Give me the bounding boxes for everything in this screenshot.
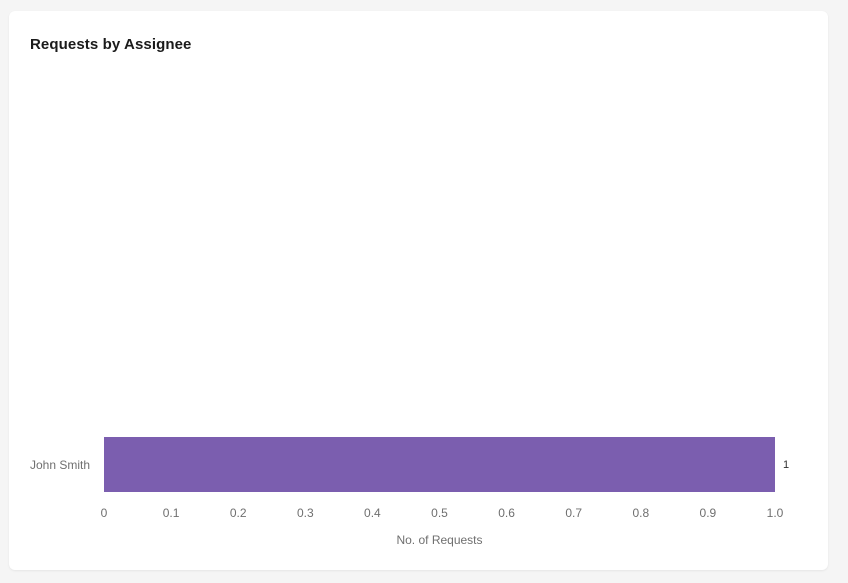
bar-chart: John Smith 1 0 0.1 0.2 0.3 0.4 0.5 0.6 0.7 0.8 0.9… xyxy=(9,11,828,570)
chart-title: Requests by Assignee xyxy=(30,36,192,53)
x-tick-label: 0.7 xyxy=(565,506,583,520)
x-axis: 0 0.1 0.2 0.3 0.4 0.5 0.6 0.7 0.8 0.9 1.0 xyxy=(9,506,828,522)
x-tick-label: 0.8 xyxy=(632,506,650,520)
x-tick-label: 0.4 xyxy=(364,506,381,520)
x-tick-label: 0.1 xyxy=(162,506,180,520)
x-tick-label: 0 xyxy=(100,506,108,520)
bar-john-smith[interactable] xyxy=(104,437,775,492)
x-tick-label: 0.5 xyxy=(431,506,448,520)
x-tick-label: 0.2 xyxy=(229,506,247,520)
bar-value-label: 1 xyxy=(783,458,790,471)
x-tick-label: 0.6 xyxy=(498,506,515,520)
category-label: John Smith xyxy=(29,457,90,472)
bar-rows: John Smith 1 xyxy=(9,437,828,492)
x-tick-label: 1.0 xyxy=(766,506,784,520)
x-tick-label: 0.9 xyxy=(699,506,717,520)
x-tick-label: 0.3 xyxy=(296,506,314,520)
requests-by-assignee-widget: Requests by Assignee John Smith 1 0 0.1 0.2… xyxy=(9,11,828,570)
x-axis-title: No. of Requests xyxy=(396,533,483,547)
bar-row: John Smith 1 xyxy=(9,437,828,492)
